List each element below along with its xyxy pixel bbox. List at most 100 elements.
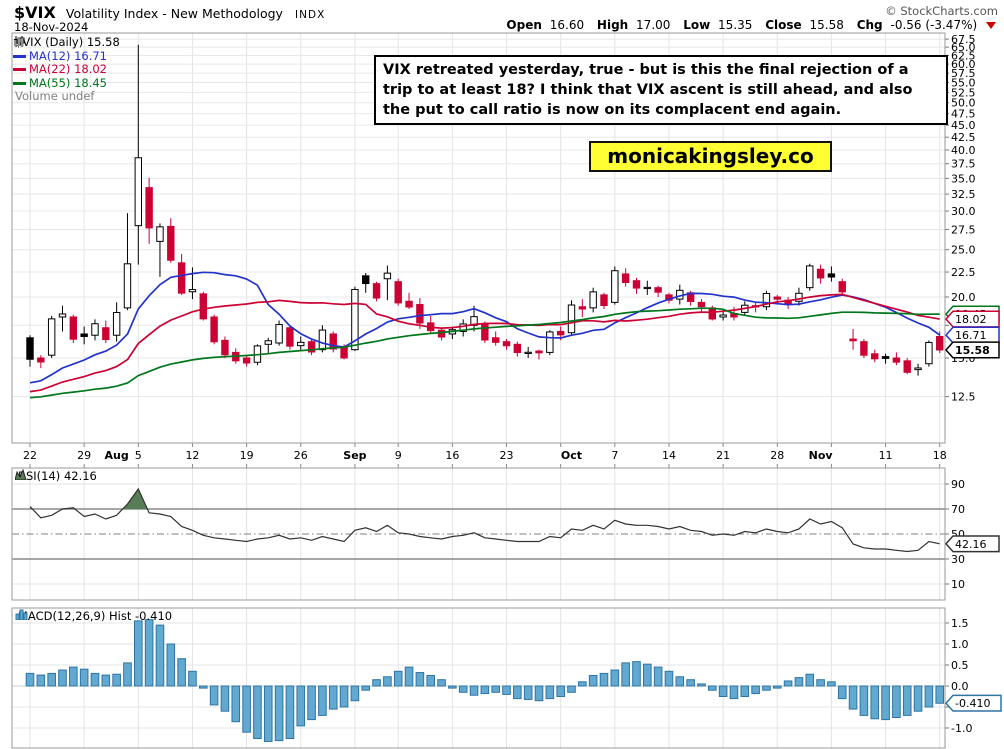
chg-label: Chg (856, 18, 883, 32)
legend-symbol-label: $VIX (Daily) (15, 35, 84, 49)
svg-text:18: 18 (933, 449, 947, 462)
chart-header: $VIX Volatility Index - New Methodology … (14, 3, 325, 22)
svg-text:30: 30 (951, 553, 965, 566)
svg-text:25.0: 25.0 (951, 244, 976, 257)
svg-text:Sep: Sep (343, 449, 366, 462)
svg-text:62.5: 62.5 (951, 49, 976, 62)
open-label: Open (506, 18, 542, 32)
macd-value: -0.410 (135, 609, 173, 623)
high-value: 17.00 (636, 18, 671, 32)
svg-text:11: 11 (879, 449, 893, 462)
svg-text:67.5: 67.5 (951, 33, 976, 46)
svg-text:20.0: 20.0 (951, 291, 976, 304)
svg-text:32.5: 32.5 (951, 188, 976, 201)
svg-text:27.5: 27.5 (951, 223, 976, 236)
svg-text:16: 16 (445, 449, 459, 462)
svg-text:0.0: 0.0 (951, 680, 969, 693)
svg-text:15.58: 15.58 (955, 344, 990, 357)
svg-text:55.0: 55.0 (951, 77, 976, 90)
svg-text:57.5: 57.5 (951, 67, 976, 80)
svg-text:26: 26 (294, 449, 308, 462)
svg-text:-0.410: -0.410 (955, 697, 990, 710)
legend-ma12-value: 16.71 (74, 48, 107, 63)
svg-text:-1.0: -1.0 (951, 722, 972, 735)
svg-text:1.5: 1.5 (951, 617, 969, 630)
analyst-annotation-box: VIX retreated yesterday, true - but is t… (374, 55, 948, 125)
svg-text:21: 21 (716, 449, 730, 462)
svg-text:52.5: 52.5 (951, 86, 976, 99)
svg-text:7: 7 (611, 449, 618, 462)
rsi-label: RSI(14) (18, 469, 61, 483)
open-value: 16.60 (549, 18, 585, 32)
svg-text:22: 22 (23, 449, 37, 462)
legend-ma22-row: MA(22) 18.02 (13, 62, 120, 77)
rsi-value: 42.16 (63, 469, 97, 483)
legend-volume-value: undef (61, 89, 95, 103)
low-label: Low (683, 18, 711, 32)
svg-text:47.5: 47.5 (951, 108, 976, 121)
svg-text:45.0: 45.0 (951, 119, 976, 132)
legend-ma22-label: MA(22) (29, 62, 71, 76)
chg-value: -0.56 (-3.47%) (890, 18, 978, 32)
svg-text:12.5: 12.5 (951, 391, 976, 404)
svg-text:42.5: 42.5 (951, 131, 976, 144)
legend-volume-label: Volume (15, 89, 58, 103)
high-label: High (596, 18, 629, 32)
svg-text:Aug: Aug (105, 449, 129, 462)
legend-ma55-label: MA(55) (29, 75, 71, 90)
ohlc-quote-row: Open 16.60 High 17.00 Low 15.35 Close 15… (497, 18, 996, 32)
svg-text:0.5: 0.5 (951, 659, 969, 672)
svg-text:18.02: 18.02 (955, 313, 987, 326)
svg-text:28: 28 (770, 449, 784, 462)
svg-text:22.5: 22.5 (951, 266, 976, 279)
ma12-line-swatch (13, 54, 26, 58)
svg-text:19: 19 (240, 449, 254, 462)
svg-text:Oct: Oct (561, 449, 582, 462)
svg-text:90: 90 (951, 478, 965, 491)
svg-text:Nov: Nov (809, 449, 834, 462)
legend-ma12-row: MA(12) 16.71 (13, 48, 120, 64)
stockcharts-credit: © StockCharts.com (885, 4, 998, 18)
svg-text:37.5: 37.5 (951, 158, 976, 171)
macd-panel-header: MACD(12,26,9) Hist -0.410 (15, 609, 172, 623)
svg-text:50.0: 50.0 (951, 97, 976, 110)
brand-badge: monicakingsley.co (589, 141, 832, 172)
exchange-label: INDX (295, 9, 326, 21)
main-chart-legend: $VIX (Daily) 15.58 MA(12) 16.71 MA(22) 1… (13, 35, 120, 104)
svg-text:30.0: 30.0 (951, 205, 976, 218)
svg-text:23: 23 (500, 449, 514, 462)
svg-text:10: 10 (951, 578, 965, 591)
svg-text:29: 29 (77, 449, 91, 462)
svg-text:40.0: 40.0 (951, 144, 976, 157)
svg-text:70: 70 (951, 503, 965, 516)
svg-text:35.0: 35.0 (951, 172, 976, 185)
chg-down-triangle-icon (986, 22, 996, 29)
svg-text:42.16: 42.16 (955, 538, 987, 551)
legend-ma12-label: MA(12) (29, 48, 71, 63)
svg-text:5: 5 (135, 449, 142, 462)
svg-text:9: 9 (395, 449, 402, 462)
low-value: 15.35 (718, 18, 753, 32)
chart-date: 18-Nov-2024 (14, 20, 89, 34)
legend-symbol-value: 15.58 (86, 35, 120, 49)
legend-ma22-value: 18.02 (74, 62, 107, 76)
legend-ma55-row: MA(55) 18.45 (13, 75, 120, 91)
close-label: Close (765, 18, 802, 32)
svg-text:16.71: 16.71 (955, 329, 987, 342)
legend-ma55-value: 18.45 (74, 75, 107, 90)
rsi-panel-header: RSI(14) 42.16 (15, 469, 97, 483)
svg-text:65.0: 65.0 (951, 41, 976, 54)
close-value: 15.58 (809, 18, 844, 32)
svg-text:1.0: 1.0 (951, 638, 969, 651)
legend-volume-row: Volume undef (13, 37, 120, 104)
symbol-name: Volatility Index - New Methodology (65, 6, 283, 21)
legend-symbol-row: $VIX (Daily) 15.58 (13, 35, 120, 50)
svg-text:60.0: 60.0 (951, 58, 976, 71)
symbol-ticker: $VIX (14, 3, 56, 22)
macd-label: MACD(12,26,9) Hist (18, 609, 132, 623)
ma55-line-swatch (13, 81, 26, 85)
ma22-line-swatch (13, 68, 26, 71)
svg-text:14: 14 (662, 449, 676, 462)
